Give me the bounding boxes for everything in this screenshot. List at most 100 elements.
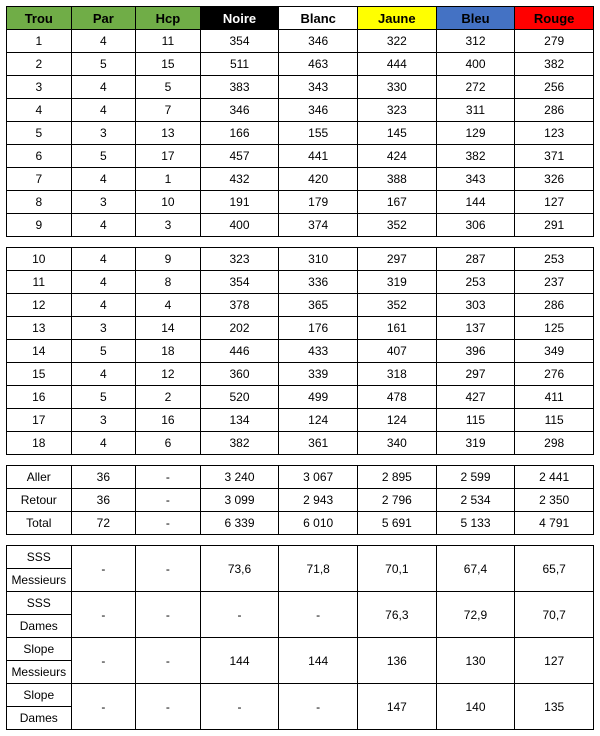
scorecard-table: Trou Par Hcp Noire Blanc Jaune Bleu Roug… — [6, 6, 594, 730]
cell-jaune: 478 — [358, 386, 437, 409]
cell-rouge: 125 — [515, 317, 594, 340]
cell-noire: 134 — [200, 409, 279, 432]
cell-rouge: 4 791 — [515, 512, 594, 535]
cell-blanc: 144 — [279, 638, 358, 684]
cell-hcp: 10 — [136, 191, 201, 214]
cell-trou: 3 — [7, 76, 72, 99]
cell-rouge: 349 — [515, 340, 594, 363]
cell-par: - — [71, 638, 136, 684]
header-row: Trou Par Hcp Noire Blanc Jaune Bleu Roug… — [7, 7, 594, 30]
col-hcp: Hcp — [136, 7, 201, 30]
cell-jaune: 424 — [358, 145, 437, 168]
cell-jaune: 319 — [358, 271, 437, 294]
cell-jaune: 318 — [358, 363, 437, 386]
cell-par: 4 — [71, 76, 136, 99]
cell-hcp: 11 — [136, 30, 201, 53]
cell-jaune: 2 895 — [358, 466, 437, 489]
cell-par: 4 — [71, 271, 136, 294]
cell-blanc: 346 — [279, 30, 358, 53]
cell-hcp: 18 — [136, 340, 201, 363]
cell-par: 5 — [71, 53, 136, 76]
hole-row: 8310191179167144127 — [7, 191, 594, 214]
cell-rouge: 253 — [515, 248, 594, 271]
cell-jaune: 330 — [358, 76, 437, 99]
cell-par: 3 — [71, 317, 136, 340]
cell-blanc: 124 — [279, 409, 358, 432]
cell-bleu: 272 — [436, 76, 515, 99]
cell-noire: 346 — [200, 99, 279, 122]
cell-jaune: 145 — [358, 122, 437, 145]
cell-noire: - — [200, 592, 279, 638]
cell-jaune: 2 796 — [358, 489, 437, 512]
cell-label: Aller — [7, 466, 72, 489]
cell-blanc: 374 — [279, 214, 358, 237]
cell-trou: 10 — [7, 248, 72, 271]
cell-hcp: - — [136, 512, 201, 535]
cell-trou: 2 — [7, 53, 72, 76]
cell-bleu: 253 — [436, 271, 515, 294]
cell-noire: - — [200, 684, 279, 730]
cell-par: 4 — [71, 30, 136, 53]
cell-jaune: 136 — [358, 638, 437, 684]
cell-hcp: 7 — [136, 99, 201, 122]
cell-rouge: 286 — [515, 294, 594, 317]
cell-rouge: 256 — [515, 76, 594, 99]
cell-bleu: 312 — [436, 30, 515, 53]
cell-blanc: 179 — [279, 191, 358, 214]
cell-hcp: 17 — [136, 145, 201, 168]
cell-hcp: 14 — [136, 317, 201, 340]
cell-jaune: 5 691 — [358, 512, 437, 535]
cell-jaune: 161 — [358, 317, 437, 340]
cell-bleu: 137 — [436, 317, 515, 340]
hole-row: 943400374352306291 — [7, 214, 594, 237]
cell-bleu: 130 — [436, 638, 515, 684]
cell-blanc: 3 067 — [279, 466, 358, 489]
cell-par: 5 — [71, 340, 136, 363]
cell-par: 4 — [71, 432, 136, 455]
rating-row: Slope----147140135 — [7, 684, 594, 707]
cell-trou: 17 — [7, 409, 72, 432]
cell-noire: 166 — [200, 122, 279, 145]
cell-rouge: 135 — [515, 684, 594, 730]
cell-hcp: 6 — [136, 432, 201, 455]
hole-row: 6517457441424382371 — [7, 145, 594, 168]
cell-par: 3 — [71, 409, 136, 432]
cell-noire: 202 — [200, 317, 279, 340]
cell-rouge: 298 — [515, 432, 594, 455]
cell-blanc: 343 — [279, 76, 358, 99]
total-row: Retour36-3 0992 9432 7962 5342 350 — [7, 489, 594, 512]
cell-noire: 354 — [200, 271, 279, 294]
cell-blanc: 365 — [279, 294, 358, 317]
cell-bleu: 144 — [436, 191, 515, 214]
cell-bleu: 5 133 — [436, 512, 515, 535]
cell-blanc: 361 — [279, 432, 358, 455]
cell-trou: 9 — [7, 214, 72, 237]
cell-trou: 16 — [7, 386, 72, 409]
cell-label: Dames — [7, 707, 72, 730]
col-bleu: Bleu — [436, 7, 515, 30]
cell-hcp: 9 — [136, 248, 201, 271]
cell-trou: 11 — [7, 271, 72, 294]
cell-blanc: 420 — [279, 168, 358, 191]
cell-label: Slope — [7, 684, 72, 707]
hole-row: 2515511463444400382 — [7, 53, 594, 76]
cell-bleu: 303 — [436, 294, 515, 317]
cell-bleu: 306 — [436, 214, 515, 237]
cell-blanc: 6 010 — [279, 512, 358, 535]
cell-hcp: 5 — [136, 76, 201, 99]
hole-row: 1652520499478427411 — [7, 386, 594, 409]
cell-jaune: 147 — [358, 684, 437, 730]
col-noire: Noire — [200, 7, 279, 30]
cell-blanc: 2 943 — [279, 489, 358, 512]
rating-row: SSS----76,372,970,7 — [7, 592, 594, 615]
cell-noire: 383 — [200, 76, 279, 99]
cell-bleu: 311 — [436, 99, 515, 122]
cell-par: 4 — [71, 294, 136, 317]
cell-bleu: 115 — [436, 409, 515, 432]
cell-noire: 144 — [200, 638, 279, 684]
hole-row: 741432420388343326 — [7, 168, 594, 191]
cell-hcp: 12 — [136, 363, 201, 386]
cell-label: Slope — [7, 638, 72, 661]
cell-rouge: 382 — [515, 53, 594, 76]
cell-noire: 3 240 — [200, 466, 279, 489]
